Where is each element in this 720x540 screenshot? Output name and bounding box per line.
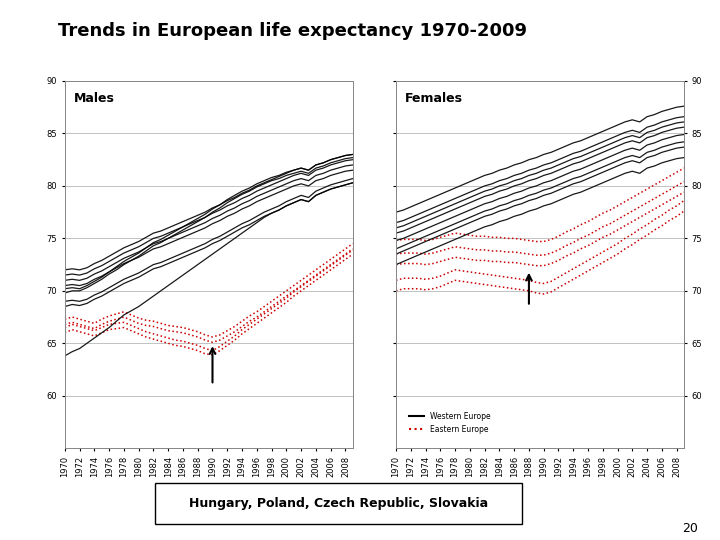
Text: Hungary, Poland, Czech Republic, Slovakia: Hungary, Poland, Czech Republic, Slovaki… [189,497,488,510]
Legend: Western Europe, Eastern Europe: Western Europe, Eastern Europe [405,409,494,437]
Text: Males: Males [73,92,114,105]
Text: Trends in European life expectancy 1970-2009: Trends in European life expectancy 1970-… [58,22,526,39]
Text: Females: Females [405,92,463,105]
Text: 20: 20 [683,522,698,535]
